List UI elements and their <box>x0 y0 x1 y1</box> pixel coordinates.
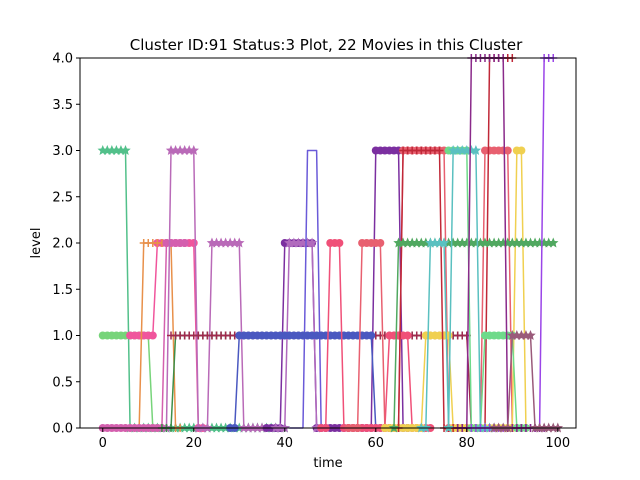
data-point <box>148 331 157 340</box>
data-point <box>517 146 526 155</box>
data-point <box>470 145 482 155</box>
y-tick-label: 1.5 <box>52 283 73 298</box>
data-point <box>367 331 376 340</box>
data-point <box>202 422 213 433</box>
data-point <box>180 239 189 247</box>
data-point <box>438 237 450 248</box>
x-tick-label: 60 <box>368 436 385 451</box>
chart-title: Cluster ID:91 Status:3 Plot, 22 Movies i… <box>130 36 523 54</box>
x-tick-label: 40 <box>276 436 293 451</box>
y-tick-label: 4.0 <box>52 52 73 67</box>
x-tick-label: 80 <box>459 436 476 451</box>
y-tick-label: 0.5 <box>52 375 73 390</box>
y-tick-label: 2.5 <box>52 190 73 205</box>
data-point <box>420 422 432 433</box>
data-point <box>120 145 131 155</box>
x-axis-ticks: 0 20 40 60 80 100 <box>99 428 570 451</box>
data-point <box>335 239 344 247</box>
x-tick-label: 20 <box>185 436 202 451</box>
data-point <box>388 422 400 433</box>
x-tick-label: 0 <box>99 436 107 451</box>
data-point <box>502 422 513 433</box>
x-tick-label: 100 <box>545 436 570 451</box>
data-point <box>552 422 564 433</box>
data-point <box>548 237 559 248</box>
y-tick-label: 3.0 <box>52 144 73 159</box>
data-point <box>188 145 199 155</box>
x-axis-label: time <box>313 456 342 471</box>
y-tick-label: 3.5 <box>52 98 73 113</box>
data-point <box>234 237 245 248</box>
data-point <box>306 237 318 248</box>
y-tick-label: 2.0 <box>52 237 73 252</box>
data-point <box>503 146 512 155</box>
data-point <box>403 331 412 340</box>
data-point <box>189 239 198 247</box>
data-point <box>435 146 444 155</box>
y-axis-ticks: 0.0 0.5 1.0 1.5 2.0 2.5 3.0 3.5 4.0 <box>52 52 80 437</box>
data-point <box>443 422 454 433</box>
y-tick-label: 1.0 <box>52 329 73 344</box>
data-point <box>279 422 290 433</box>
y-axis-label: level <box>29 228 44 259</box>
y-tick-label: 0.0 <box>52 422 73 437</box>
data-point <box>376 239 385 247</box>
data-point <box>525 330 536 340</box>
